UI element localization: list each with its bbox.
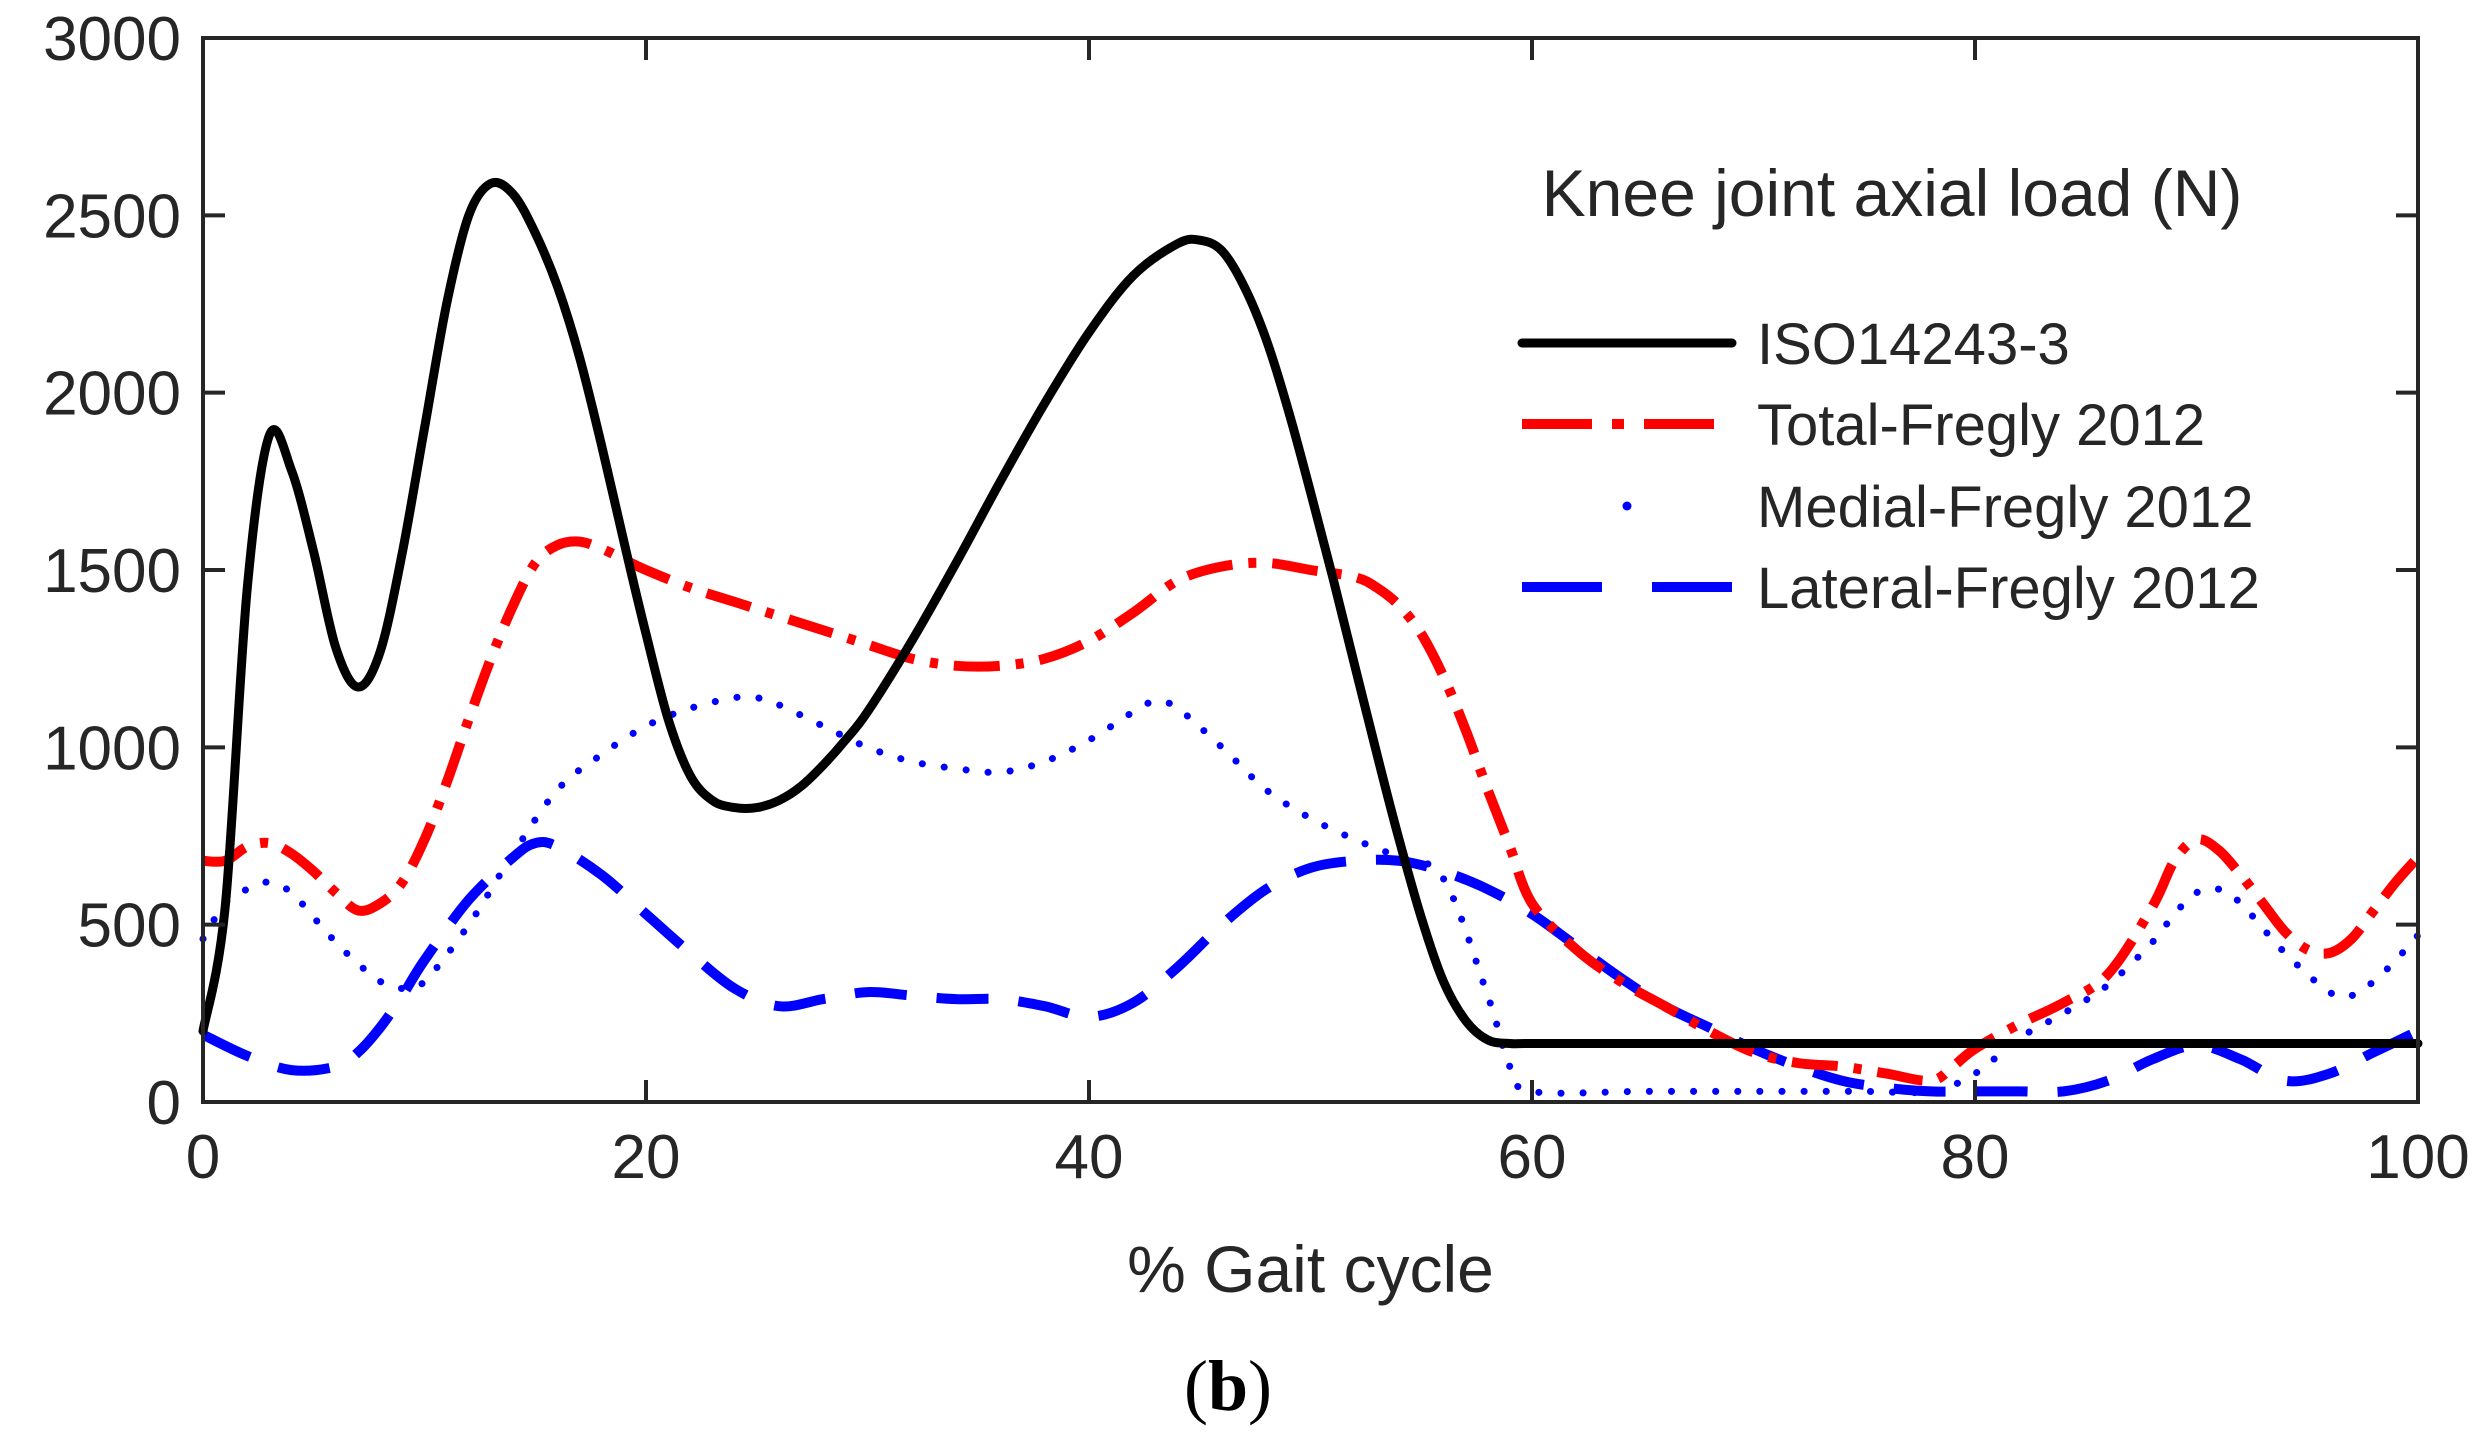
y-tick-label: 3000 xyxy=(43,5,181,74)
x-tick-label: 60 xyxy=(1498,1123,1567,1192)
series-line-total-fregly-2012 xyxy=(202,536,2422,1086)
subfigure-letter: b xyxy=(1208,1346,1248,1426)
legend-label: Total-Fregly 2012 xyxy=(1757,393,2205,458)
subfigure-open-paren: ( xyxy=(1184,1346,1208,1426)
y-tick-label: 0 xyxy=(147,1069,181,1138)
y-tick-label: 1000 xyxy=(43,714,181,783)
x-tick-label: 40 xyxy=(1055,1123,1124,1192)
y-tick-label: 1500 xyxy=(43,537,181,606)
legend-swatch-medial-fregly-2012 xyxy=(1622,501,1632,511)
x-tick-label: 100 xyxy=(2366,1123,2469,1192)
legend: Knee joint axial load (N) ISO14243-3 Tota… xyxy=(1517,156,2260,621)
subfigure-close-paren: ) xyxy=(1248,1346,1272,1426)
series-line-lateral-fregly-2012 xyxy=(200,837,2421,1098)
y-tick-label: 2500 xyxy=(43,182,181,251)
legend-title: Knee joint axial load (N) xyxy=(1542,156,2243,230)
x-tick-label: 0 xyxy=(186,1123,220,1192)
y-tick-label: 2000 xyxy=(43,360,181,429)
x-tick-label: 80 xyxy=(1941,1123,2010,1192)
legend-label: ISO14243-3 xyxy=(1757,312,2070,377)
series-layer xyxy=(198,177,2423,1098)
legend-label: Lateral-Fregly 2012 xyxy=(1757,556,2260,621)
legend-label: Medial-Fregly 2012 xyxy=(1757,475,2253,540)
y-tick-label: 500 xyxy=(78,892,181,961)
legend-entries: ISO14243-3 Total-Fregly 2012 Medial-Fregly… xyxy=(1517,312,2260,621)
series-line-iso14243-3 xyxy=(198,177,2423,1049)
series-line-medial-fregly-2012 xyxy=(199,693,2422,1097)
x-axis-title: % Gait cycle xyxy=(1127,1232,1494,1306)
subfigure-label: (b) xyxy=(1184,1346,1272,1426)
x-tick-label: 20 xyxy=(612,1123,681,1192)
